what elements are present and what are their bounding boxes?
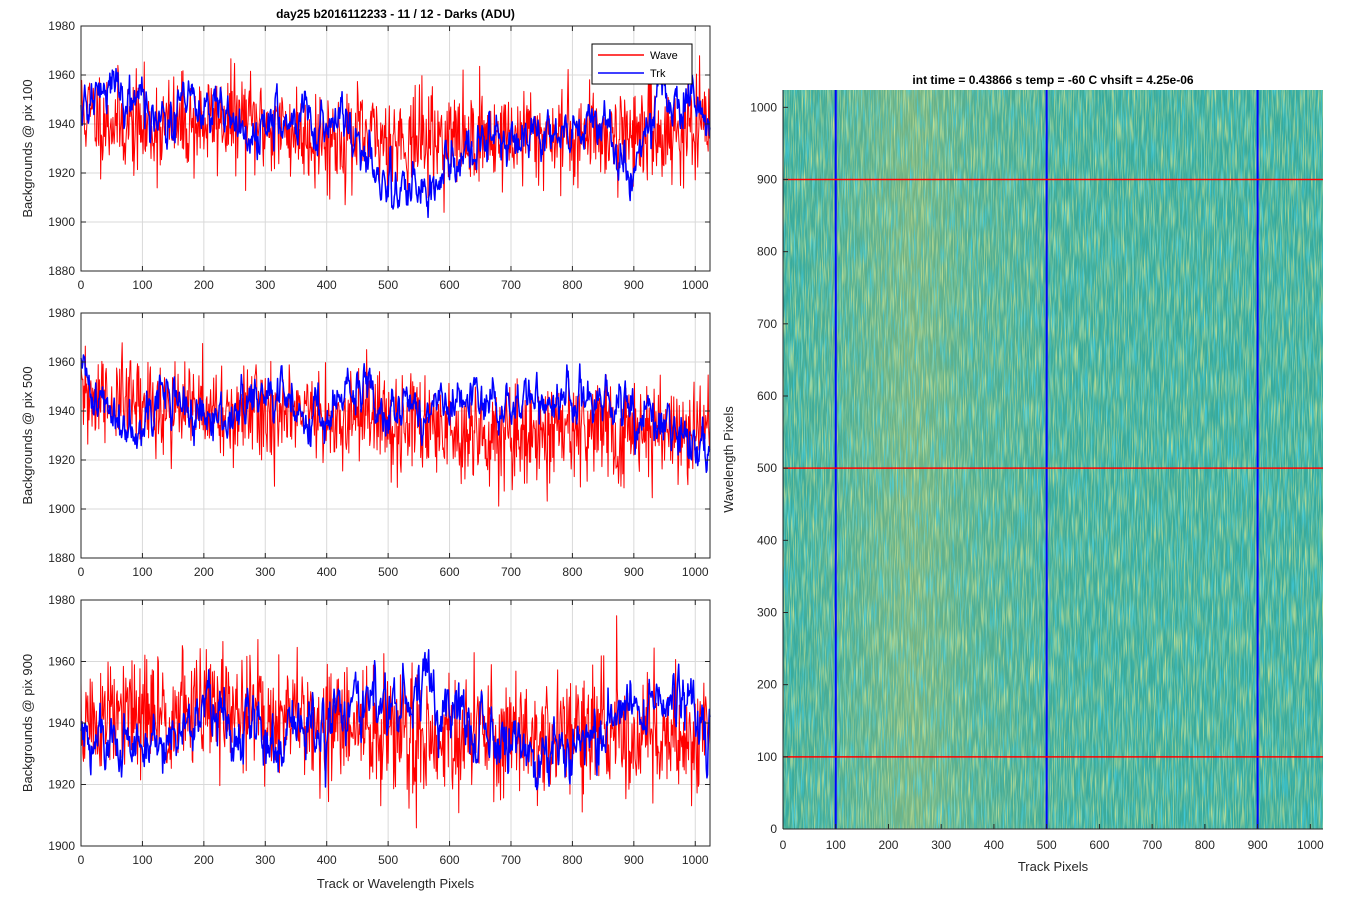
axes-frame (80, 312, 711, 559)
x-tick-label: 0 (78, 853, 85, 867)
axes-frame (80, 25, 711, 272)
x-tick-label: 0 (78, 565, 85, 579)
y-tick-label: 1940 (48, 716, 75, 730)
y-tick-label: 1880 (48, 551, 75, 565)
y-tick-label: 400 (757, 533, 777, 547)
heatmap-panel: 0 100 200 300 400 500 600 700 800 900 1000 0 100 200 3… (721, 90, 1324, 874)
plot-panels: 0 100 200 300 400 500 600 700 800 900 100018801900… (20, 19, 1324, 891)
y-tick-label: 1960 (48, 68, 75, 82)
y-tick-label: 100 (757, 750, 777, 764)
y-tick-label: 1920 (48, 778, 75, 792)
x-tick-label: 200 (194, 278, 214, 292)
y-tick-label: 1960 (48, 355, 75, 369)
y-tick-label: 1900 (48, 502, 75, 516)
x-tick-label: 700 (501, 565, 521, 579)
x-tick-label: 300 (931, 838, 951, 852)
x-tick-label: 100 (132, 565, 152, 579)
heatmap-texture-dark (783, 90, 1323, 829)
y-tick-label: 1940 (48, 117, 75, 131)
y-tick-label: 0 (770, 822, 777, 836)
legend-box (591, 43, 693, 85)
plot-area (81, 313, 710, 558)
y-tick-label: 700 (757, 317, 777, 331)
line-panel-3: 0 100 200 300 400 500 600 700 800 900 1000 1900 1920… (20, 593, 711, 891)
x-tick-label: 1000 (682, 278, 709, 292)
y-tick-label: 1980 (48, 593, 75, 607)
x-tick-label: 800 (562, 278, 582, 292)
x-tick-label: 800 (562, 565, 582, 579)
x-tick-label: 900 (624, 565, 644, 579)
series-line-wave (80, 55, 711, 213)
x-tick-label: 700 (501, 853, 521, 867)
x-tick-label: 300 (255, 853, 275, 867)
x-tick-label: 500 (1037, 838, 1057, 852)
series-line-wave (80, 615, 711, 829)
heatmap-y-axis-label: Wavelength Pixels (721, 406, 736, 513)
y-axis-label: Backgrounds @ pix 500 (20, 366, 35, 504)
x-tick-label: 400 (317, 278, 337, 292)
x-tick-label: 1000 (1297, 838, 1324, 852)
x-tick-label: 600 (440, 565, 460, 579)
series-line-trk (80, 649, 711, 791)
x-tick-label: 100 (132, 853, 152, 867)
x-tick-label: 600 (440, 853, 460, 867)
x-tick-label: 800 (562, 853, 582, 867)
x-tick-label: 500 (378, 278, 398, 292)
y-tick-label: 300 (757, 605, 777, 619)
heatmap-x-axis-label: Track Pixels (1018, 859, 1089, 874)
y-tick-label: 200 (757, 678, 777, 692)
y-tick-label: 500 (757, 461, 777, 475)
x-tick-label: 600 (440, 278, 460, 292)
legend-wave-label: Wave (650, 50, 678, 62)
x-tick-label: 300 (255, 565, 275, 579)
y-tick-label: 1920 (48, 453, 75, 467)
x-tick-label: 300 (255, 278, 275, 292)
x-tick-label: 500 (378, 565, 398, 579)
series-line-trk (80, 65, 711, 219)
heatmap-title: int time = 0.43866 s temp = -60 C vhsift… (912, 73, 1193, 87)
x-tick-label: 200 (194, 565, 214, 579)
y-axis-label: Backgrounds @ pix 100 (20, 79, 35, 217)
x-tick-label: 900 (1248, 838, 1268, 852)
x-tick-label: 700 (501, 278, 521, 292)
x-tick-label: 500 (378, 853, 398, 867)
y-tick-label: 1000 (750, 100, 777, 114)
y-tick-label: 1880 (48, 264, 75, 278)
y-tick-label: 1980 (48, 306, 75, 320)
line-panel-2: 0 100 200 300 400 500 600 700 800 900 1000 1880 1900… (20, 306, 711, 579)
y-tick-label: 1940 (48, 404, 75, 418)
y-tick-label: 800 (757, 245, 777, 259)
series-line-trk (80, 354, 711, 474)
x-tick-label: 0 (780, 838, 787, 852)
y-tick-label: 1980 (48, 19, 75, 33)
x-tick-label: 400 (984, 838, 1004, 852)
left-chart-title: day25 b2016112233 - 11 / 12 - Darks (ADU… (276, 7, 515, 21)
x-tick-label: 1000 (682, 853, 709, 867)
x-tick-label: 900 (624, 853, 644, 867)
y-axis-label: Backgrounds @ pix 900 (20, 654, 35, 792)
x-tick-label: 900 (624, 278, 644, 292)
legend: Wave Trk (591, 43, 693, 85)
y-tick-label: 900 (757, 172, 777, 186)
y-tick-label: 1920 (48, 166, 75, 180)
y-tick-label: 1960 (48, 655, 75, 669)
x-tick-label: 600 (1089, 838, 1109, 852)
x-tick-label: 100 (132, 278, 152, 292)
legend-trk-label: Trk (650, 68, 666, 80)
x-tick-label: 200 (878, 838, 898, 852)
x-tick-label: 100 (826, 838, 846, 852)
y-tick-label: 600 (757, 389, 777, 403)
x-tick-label: 200 (194, 853, 214, 867)
x-tick-label: 400 (317, 853, 337, 867)
x-tick-label: 400 (317, 565, 337, 579)
x-tick-label: 800 (1195, 838, 1215, 852)
x-axis-label: Track or Wavelength Pixels (317, 876, 475, 891)
x-tick-label: 0 (78, 278, 85, 292)
y-tick-label: 1900 (48, 215, 75, 229)
x-tick-label: 1000 (682, 565, 709, 579)
x-tick-label: 700 (1142, 838, 1162, 852)
y-tick-label: 1900 (48, 839, 75, 853)
